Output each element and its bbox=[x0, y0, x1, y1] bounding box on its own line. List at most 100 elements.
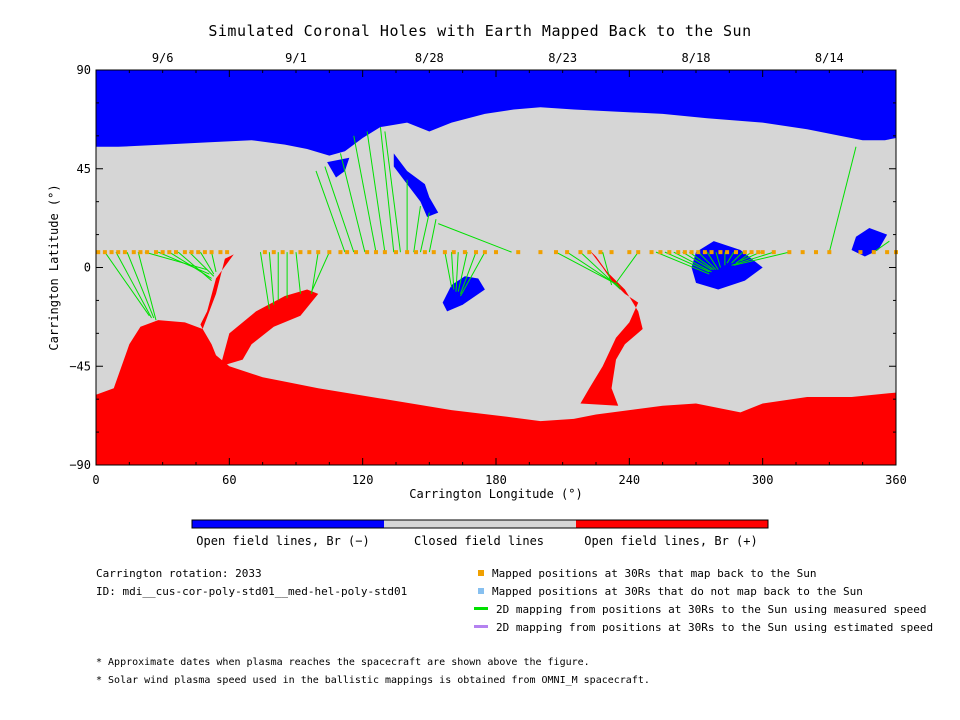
mapped-position-point bbox=[702, 250, 707, 255]
measured-speed-mapping-line bbox=[715, 251, 721, 268]
measured-speed-mapping-line bbox=[428, 219, 437, 253]
measured-speed-mapping-line bbox=[444, 252, 453, 288]
mapped-position-point bbox=[338, 250, 343, 255]
mapped-position-point bbox=[538, 250, 543, 255]
measured-speed-mapping-line bbox=[379, 127, 395, 253]
measured-speed-mapping-line bbox=[295, 252, 301, 294]
measured-speed-mapping-line bbox=[384, 131, 401, 253]
mapped-position-point bbox=[756, 250, 761, 255]
measured-speed-mapping-line bbox=[828, 146, 857, 253]
colorbar-frame bbox=[191, 519, 769, 529]
legend-label: 2D mapping from positions at 30Rs to the… bbox=[496, 603, 927, 616]
mapped-position-point bbox=[482, 250, 487, 255]
measured-speed-mapping-line bbox=[419, 212, 430, 253]
top-date-label: 9/6 bbox=[152, 51, 174, 65]
mapped-position-point bbox=[734, 250, 738, 255]
top-date-label: 9/1 bbox=[285, 51, 307, 65]
mapped-position-point bbox=[174, 250, 178, 255]
field-regions bbox=[96, 70, 896, 465]
measured-speed-mapping-line bbox=[158, 251, 210, 275]
measured-speed-mapping-line bbox=[126, 251, 155, 319]
measured-speed-mapping-line bbox=[413, 205, 421, 253]
mapped-position-point bbox=[298, 250, 303, 255]
mapped-points bbox=[96, 250, 898, 255]
top-date-label: 8/23 bbox=[548, 51, 577, 65]
negative-coronal-hole bbox=[691, 241, 763, 290]
y-tick-label: 45 bbox=[77, 162, 91, 176]
note-speed: * Solar wind plasma speed used in the ba… bbox=[96, 675, 650, 686]
measured-speed-mapping-line bbox=[311, 251, 330, 292]
x-tick-label: 120 bbox=[352, 473, 374, 487]
chart-title: Simulated Coronal Holes with Earth Mappe… bbox=[208, 22, 752, 40]
measured-speed-mapping-line bbox=[580, 251, 621, 290]
y-axis-label: Carrington Latitude (°) bbox=[47, 184, 61, 350]
mapped-position-point bbox=[382, 250, 387, 255]
axes: 0 60 120 180 240 300 360 90 45 0 −45 −90 Carrington … bbox=[47, 51, 907, 501]
measured-speed-mapping-line bbox=[682, 251, 712, 271]
mapping-lines bbox=[104, 127, 890, 321]
mapped-position-point bbox=[858, 250, 863, 255]
mapped-position-point bbox=[578, 250, 583, 255]
mapped-position-point bbox=[189, 250, 194, 255]
mapped-position-point bbox=[742, 250, 747, 255]
y-tick-label: −90 bbox=[69, 458, 91, 472]
mapped-position-point bbox=[827, 250, 832, 255]
colorbar-label-closed: Closed field lines bbox=[413, 534, 545, 548]
mapped-position-point bbox=[609, 250, 614, 255]
x-tick-label: 180 bbox=[485, 473, 507, 487]
mapped-position-point bbox=[209, 250, 214, 255]
mapped-position-point bbox=[649, 250, 654, 255]
mapped-position-point bbox=[167, 250, 172, 255]
mapped-position-point bbox=[394, 250, 398, 255]
colorbar-segment bbox=[384, 520, 576, 528]
mapped-position-point bbox=[96, 250, 101, 255]
y-tick-label: −45 bbox=[69, 359, 91, 373]
mapped-position-point bbox=[316, 250, 321, 255]
mapped-position-point bbox=[405, 250, 410, 255]
mapped-position-point bbox=[365, 250, 370, 255]
positive-coronal-hole bbox=[580, 249, 643, 406]
measured-speed-mapping-line bbox=[268, 252, 275, 305]
measured-speed-mapping-line bbox=[706, 251, 719, 270]
measured-speed-mapping-line bbox=[731, 251, 774, 266]
mapped-position-point bbox=[749, 250, 754, 255]
measured-speed-mapping-line bbox=[315, 170, 346, 253]
mapped-position-point bbox=[667, 250, 672, 255]
top-date-label: 8/14 bbox=[815, 51, 844, 65]
measured-speed-mapping-line bbox=[200, 251, 215, 275]
mapped-position-point bbox=[225, 250, 230, 255]
y-tick-label: 90 bbox=[77, 63, 91, 77]
mapped-position-point bbox=[627, 250, 632, 255]
measured-speed-mapping-line bbox=[555, 251, 619, 286]
legend-marker-square bbox=[478, 570, 484, 576]
mapped-position-point bbox=[289, 250, 294, 255]
measured-speed-mapping-line bbox=[188, 251, 215, 277]
measured-speed-mapping-line bbox=[460, 251, 486, 297]
legend-label: Mapped positions at 30Rs that map back t… bbox=[492, 567, 817, 580]
measured-speed-mapping-line bbox=[259, 252, 270, 310]
mapped-position-point bbox=[587, 250, 592, 255]
measured-speed-mapping-line bbox=[211, 252, 217, 272]
measured-speed-mapping-line bbox=[177, 251, 212, 282]
mapped-position-point bbox=[218, 250, 223, 255]
mapped-position-point bbox=[658, 250, 663, 255]
measured-speed-mapping-line bbox=[438, 223, 512, 253]
mapped-position-point bbox=[345, 250, 350, 255]
mapped-position-point bbox=[598, 250, 603, 255]
mapped-position-point bbox=[422, 250, 427, 255]
mapped-position-point bbox=[116, 250, 121, 255]
mapped-position-point bbox=[271, 250, 276, 255]
measured-speed-mapping-line bbox=[664, 251, 710, 273]
negative-coronal-hole bbox=[393, 153, 439, 218]
measured-speed-mapping-line bbox=[144, 251, 208, 271]
mapped-position-point bbox=[182, 250, 187, 255]
positive-coronal-hole bbox=[220, 289, 319, 367]
mapped-position-point bbox=[262, 250, 267, 255]
mapped-position-point bbox=[327, 250, 332, 255]
mapped-position-point bbox=[138, 250, 143, 255]
top-date-label: 8/28 bbox=[415, 51, 444, 65]
mapped-position-point bbox=[800, 250, 805, 255]
measured-speed-mapping-line bbox=[655, 251, 710, 275]
note-dates: * Approximate dates when plasma reaches … bbox=[96, 657, 590, 668]
